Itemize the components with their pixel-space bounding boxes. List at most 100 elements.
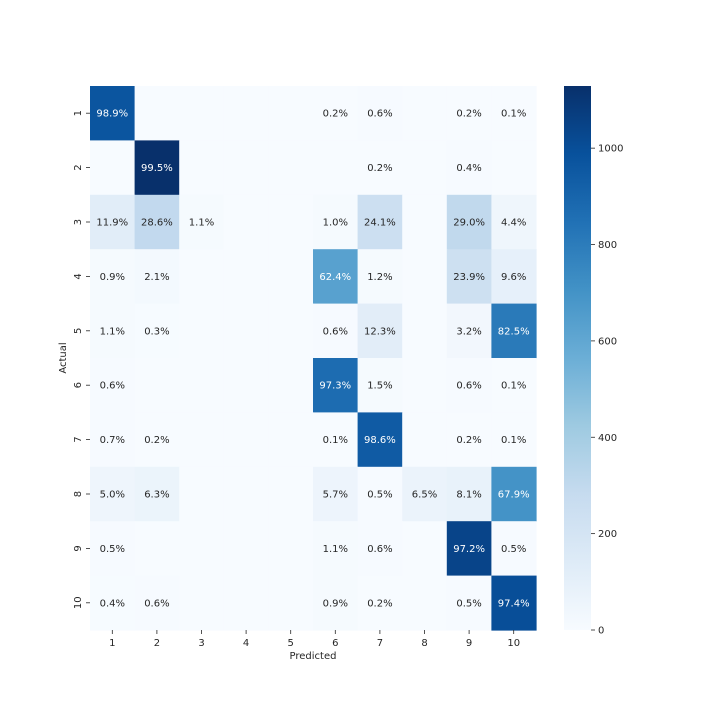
cell-value-label: 11.9% (96, 218, 128, 229)
heatmap-cell (446, 412, 492, 468)
heatmap-cell (402, 412, 448, 468)
cell-value-label: 0.1% (501, 109, 526, 120)
heatmap-cell (223, 575, 269, 631)
heatmap-cell (357, 412, 403, 468)
cell-value-label: 8.1% (456, 490, 481, 501)
heatmap-cell (134, 466, 180, 522)
colorbar-tick-label: 800 (598, 240, 617, 251)
cell-value-label: 98.6% (364, 435, 396, 446)
heatmap-cell (179, 249, 225, 305)
cell-value-label: 0.5% (501, 544, 526, 555)
cell-value-label: 0.1% (501, 435, 526, 446)
cell-value-label: 0.2% (456, 109, 481, 120)
cell-value-label: 0.1% (323, 435, 348, 446)
y-tick-label: 1 (73, 110, 84, 116)
heatmap-cell (491, 194, 537, 250)
heatmap-cell (90, 412, 136, 468)
heatmap-cell (90, 249, 136, 305)
heatmap-cell (90, 86, 136, 141)
heatmap-cell (402, 249, 448, 305)
heatmap-cell (313, 86, 359, 141)
colorbar-tick-label: 0 (598, 626, 604, 637)
y-tick-label: 6 (73, 382, 84, 388)
heatmap-cell (402, 466, 448, 522)
heatmap-cell (179, 303, 225, 359)
heatmap-cell (357, 575, 403, 631)
colorbar-tick-label: 1000 (598, 144, 623, 155)
cell-value-label: 0.6% (100, 381, 125, 392)
cell-value-label: 0.6% (144, 598, 169, 609)
cell-value-label: 1.0% (323, 218, 348, 229)
colorbar-tick-label: 600 (598, 336, 617, 347)
cell-value-label: 0.2% (367, 163, 392, 174)
y-tick-label: 2 (73, 164, 84, 170)
cell-value-label: 0.4% (456, 163, 481, 174)
cell-value-label: 1.5% (367, 381, 392, 392)
cell-value-label: 2.1% (144, 272, 169, 283)
x-axis-label: Predicted (290, 651, 337, 662)
heatmap-cell (402, 358, 448, 413)
heatmap-cell (313, 466, 359, 522)
heatmap-cell (223, 140, 269, 196)
heatmap-cell (491, 412, 537, 468)
heatmap-cell (313, 358, 359, 413)
heatmap-cell (446, 140, 492, 196)
heatmap-cell (491, 575, 537, 631)
heatmap-cells (90, 86, 537, 631)
heatmap-cell (446, 303, 492, 359)
x-tick-label: 5 (288, 638, 294, 649)
cell-value-label: 0.2% (323, 109, 348, 120)
heatmap-cell (402, 521, 448, 577)
heatmap-cell (223, 86, 269, 141)
cell-value-label: 98.9% (96, 109, 128, 120)
cell-value-label: 0.2% (456, 435, 481, 446)
heatmap-cell (90, 575, 136, 631)
heatmap-cell (223, 466, 269, 522)
heatmap-cell (223, 303, 269, 359)
heatmap-cell (223, 249, 269, 305)
heatmap-cell (90, 194, 136, 250)
heatmap-cell (313, 412, 359, 468)
heatmap-cell (446, 194, 492, 250)
heatmap-cell (313, 521, 359, 577)
heatmap-cell (268, 521, 314, 577)
cell-value-label: 24.1% (364, 218, 396, 229)
x-tick-label: 3 (198, 638, 204, 649)
heatmap-cell (357, 249, 403, 305)
heatmap-cell (90, 521, 136, 577)
colorbar (564, 86, 591, 630)
heatmap-cell (357, 521, 403, 577)
heatmap-cell (179, 358, 225, 413)
heatmap-cell (446, 521, 492, 577)
heatmap-cell (491, 86, 537, 141)
y-tick-label: 8 (73, 491, 84, 497)
heatmap-cell (134, 303, 180, 359)
cell-value-label: 28.6% (141, 218, 173, 229)
heatmap-cell (90, 358, 136, 413)
heatmap-cell (223, 412, 269, 468)
heatmap-cell (268, 303, 314, 359)
heatmap-cell (179, 575, 225, 631)
heatmap-cell (179, 140, 225, 196)
y-tick-label: 9 (73, 545, 84, 551)
heatmap-cell (402, 86, 448, 141)
heatmap-cell (313, 140, 359, 196)
heatmap-cell (268, 86, 314, 141)
cell-value-label: 0.5% (456, 598, 481, 609)
x-axis-ticks: 1 2 3 4 5 6 7 8 9 10 (109, 630, 520, 649)
cell-value-label: 0.1% (501, 381, 526, 392)
heatmap-cell (134, 86, 180, 141)
cell-value-label: 0.4% (100, 598, 125, 609)
heatmap-cell (357, 140, 403, 196)
heatmap-cell (223, 194, 269, 250)
cell-value-label: 3.2% (456, 326, 481, 337)
x-tick-label: 10 (507, 638, 520, 649)
y-tick-label: 7 (73, 436, 84, 442)
heatmap-cell (402, 575, 448, 631)
cell-value-label: 0.2% (144, 435, 169, 446)
heatmap-cell (313, 575, 359, 631)
x-tick-label: 1 (109, 638, 115, 649)
heatmap-cell (491, 358, 537, 413)
cell-value-label: 97.3% (319, 381, 351, 392)
